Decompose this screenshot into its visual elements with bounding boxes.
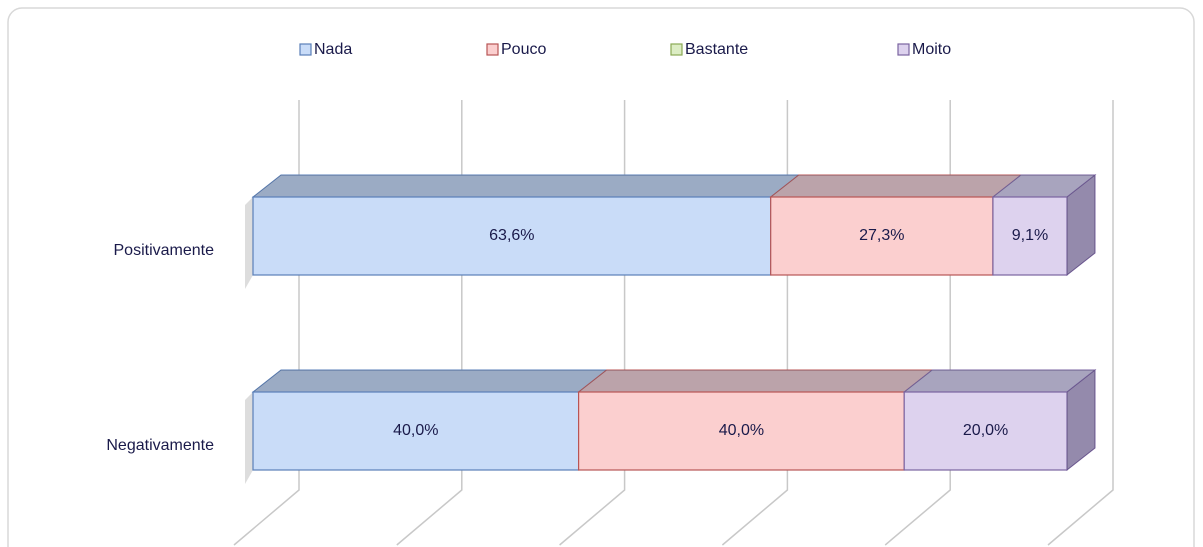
y-tick-label: Positivamente [114, 242, 215, 259]
legend-label: Bastante [685, 41, 748, 58]
data-label: 63,6% [489, 227, 534, 244]
legend-swatch [299, 43, 312, 56]
data-label: 40,0% [393, 422, 438, 439]
bar-side [1066, 173, 1096, 277]
data-label: 9,1% [1012, 227, 1048, 244]
bar-side [1066, 368, 1096, 472]
data-label: 20,0% [963, 422, 1008, 439]
bar-shadow [245, 197, 253, 289]
bar-top-shade [578, 370, 933, 392]
bar-top-shade [770, 175, 1021, 197]
data-label: 40,0% [719, 422, 764, 439]
bar-top-shade [253, 370, 607, 392]
bar [903, 391, 1068, 471]
legend-swatch [897, 43, 910, 56]
bar-top-shade [253, 175, 799, 197]
y-tick-label: Negativamente [106, 437, 214, 454]
legend-label: Pouco [501, 41, 546, 58]
data-label: 27,3% [859, 227, 904, 244]
legend-label: Nada [314, 41, 352, 58]
legend-swatch [670, 43, 683, 56]
bar [577, 391, 905, 471]
bar-shadow [245, 392, 253, 484]
bar-side-shade [1067, 370, 1095, 470]
bar [252, 196, 772, 276]
legend-swatch [486, 43, 499, 56]
bar-top-shade [904, 370, 1095, 392]
bar-side-shade [1067, 175, 1095, 275]
grid-line [1047, 100, 1114, 546]
bar [252, 391, 580, 471]
legend-label: Moito [912, 41, 951, 58]
bar-top-shade [992, 175, 1095, 197]
